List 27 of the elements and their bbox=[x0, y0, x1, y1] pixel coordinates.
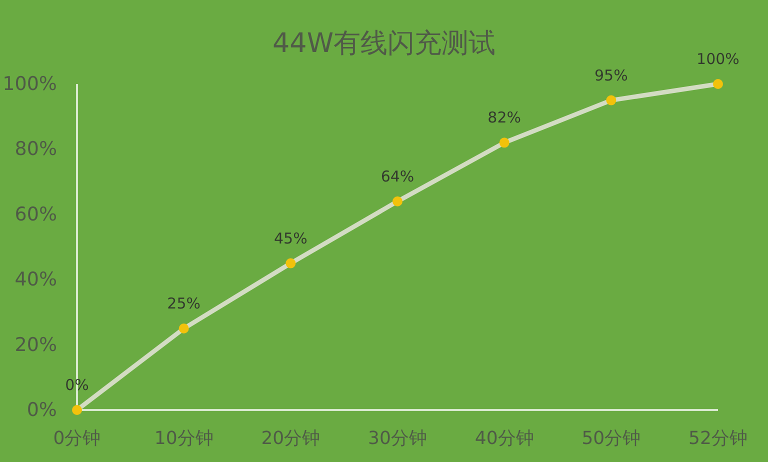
x-tick-label: 50分钟 bbox=[582, 428, 641, 449]
x-tick-label: 30分钟 bbox=[368, 428, 427, 449]
point bbox=[178, 324, 189, 334]
y-tick-label: 0% bbox=[26, 399, 57, 421]
x-tick-label: 40分钟 bbox=[474, 428, 534, 449]
data-label: 45% bbox=[274, 229, 308, 248]
data-label: 100% bbox=[696, 50, 740, 68]
y-tick-label: 20% bbox=[14, 334, 57, 356]
point bbox=[713, 79, 723, 89]
data-label: 95% bbox=[594, 66, 628, 84]
point bbox=[499, 138, 510, 148]
y-tick-label: 40% bbox=[14, 268, 57, 291]
chart-title: 44W有线闪充测试 bbox=[272, 28, 496, 59]
point bbox=[286, 258, 296, 268]
x-tick-label: 10分钟 bbox=[154, 428, 214, 449]
y-tick-label: 60% bbox=[14, 203, 57, 226]
x-tick-label: 20分钟 bbox=[261, 428, 320, 449]
point bbox=[72, 405, 82, 415]
y-tick-label: 80% bbox=[14, 138, 57, 160]
point bbox=[392, 196, 402, 206]
point bbox=[606, 95, 616, 106]
x-tick-label: 0分钟 bbox=[53, 428, 101, 449]
data-label: 64% bbox=[380, 167, 414, 186]
x-tick-label: 52分钟 bbox=[688, 428, 748, 449]
y-tick-label: 100% bbox=[2, 73, 57, 95]
data-label: 82% bbox=[488, 108, 522, 127]
data-label: 25% bbox=[167, 294, 201, 312]
